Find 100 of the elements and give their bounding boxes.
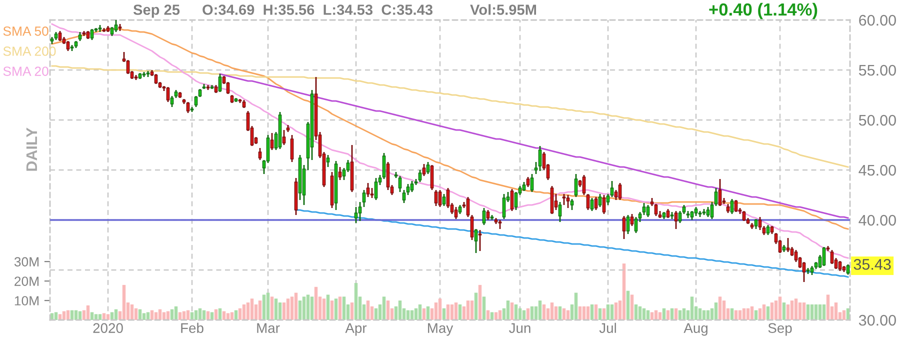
- candlestick: [362, 189, 366, 208]
- candlestick: [154, 73, 158, 85]
- bar: [690, 296, 694, 320]
- bar: [322, 298, 326, 320]
- bar: [610, 304, 614, 320]
- bar: [802, 302, 806, 320]
- candlestick: [602, 194, 606, 215]
- bar: [762, 304, 766, 320]
- bar: [386, 300, 390, 320]
- bar: [826, 294, 830, 320]
- text: SMA 20: [3, 66, 48, 76]
- candlestick: [470, 214, 474, 241]
- candlestick: [126, 59, 130, 75]
- bar: [562, 308, 566, 320]
- bar: [302, 296, 306, 320]
- bar: [314, 286, 318, 320]
- bar: [350, 302, 354, 320]
- bar: [550, 302, 554, 320]
- candlestick: [638, 211, 642, 223]
- bar: [526, 308, 530, 320]
- y-tick-label: 45.00: [858, 164, 896, 176]
- bar: [290, 296, 294, 320]
- bar: [238, 308, 242, 320]
- bar: [50, 313, 54, 320]
- candlestick: [258, 147, 262, 161]
- candlestick: [642, 202, 646, 216]
- bar: [222, 311, 226, 320]
- bar: [538, 300, 542, 320]
- candlestick: [622, 215, 626, 240]
- y2-tick-label: 20M: [14, 276, 39, 286]
- candlestick: [370, 187, 374, 199]
- bar: [122, 284, 126, 320]
- bar: [574, 292, 578, 320]
- x-tick-label: Aug: [684, 323, 708, 336]
- candlestick: [90, 28, 94, 41]
- candlestick: [346, 159, 350, 173]
- candlestick: [354, 206, 358, 224]
- bar: [482, 296, 486, 320]
- bar: [178, 312, 182, 320]
- bar: [294, 292, 298, 320]
- candlestick: [454, 206, 458, 220]
- bar: [782, 302, 786, 320]
- candlestick: [626, 214, 630, 235]
- candlestick: [566, 194, 570, 209]
- candlestick: [606, 193, 610, 206]
- bar: [414, 308, 418, 320]
- candlestick: [742, 210, 746, 222]
- bar: [266, 292, 270, 320]
- bar: [90, 312, 94, 320]
- bar: [170, 309, 174, 320]
- bar: [578, 306, 582, 320]
- candlestick: [514, 191, 518, 211]
- bar: [702, 310, 706, 320]
- candlestick: [582, 174, 586, 196]
- bar: [786, 304, 790, 320]
- bar: [422, 308, 426, 320]
- bar: [478, 284, 482, 320]
- bar: [398, 300, 402, 320]
- bar: [634, 304, 638, 320]
- candlestick: [534, 161, 538, 175]
- bar: [590, 304, 594, 320]
- bar: [454, 302, 458, 320]
- candlestick: [382, 152, 386, 180]
- bar: [338, 296, 342, 320]
- bar: [78, 311, 82, 320]
- candlestick: [610, 180, 614, 198]
- bar: [506, 300, 510, 320]
- bar: [226, 313, 230, 320]
- x-tick-label: Jun: [509, 323, 530, 333]
- bar: [206, 311, 210, 320]
- bar: [86, 305, 90, 320]
- bar: [774, 300, 778, 320]
- candlestick: [218, 73, 222, 93]
- candlestick: [570, 198, 574, 211]
- bar: [510, 302, 514, 320]
- candlestick: [754, 218, 758, 230]
- bar: [62, 311, 66, 320]
- bar: [518, 308, 522, 320]
- bar: [794, 298, 798, 320]
- bar: [250, 298, 254, 320]
- bar: [798, 302, 802, 320]
- candlestick: [562, 193, 566, 206]
- bar: [594, 304, 598, 320]
- candlestick: [590, 197, 594, 212]
- candlestick: [502, 193, 506, 220]
- bar: [258, 300, 262, 320]
- bar: [154, 312, 158, 320]
- candlestick: [710, 201, 714, 220]
- bar: [494, 312, 498, 320]
- y-tick-label: 30.00: [858, 314, 896, 326]
- candlestick: [838, 260, 842, 272]
- candlestick: [418, 169, 422, 183]
- x-tick-label: Apr: [345, 323, 367, 336]
- bar: [354, 282, 358, 320]
- candlestick: [526, 176, 530, 188]
- candlestick: [822, 246, 826, 267]
- bar: [274, 298, 278, 320]
- candlestick: [646, 204, 650, 218]
- candlestick: [802, 261, 806, 283]
- bar: [326, 294, 330, 320]
